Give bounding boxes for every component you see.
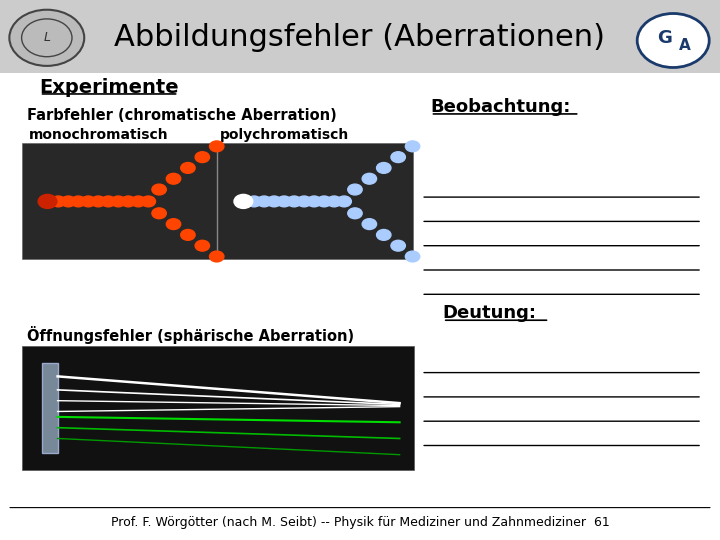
Text: polychromatisch: polychromatisch bbox=[220, 128, 349, 142]
Circle shape bbox=[121, 196, 135, 207]
Circle shape bbox=[234, 194, 253, 208]
Circle shape bbox=[181, 163, 195, 173]
Text: Öffnungsfehler (sphärische Aberration): Öffnungsfehler (sphärische Aberration) bbox=[27, 326, 354, 344]
Circle shape bbox=[297, 196, 311, 207]
Text: monochromatisch: monochromatisch bbox=[29, 128, 168, 142]
Circle shape bbox=[210, 141, 224, 152]
Circle shape bbox=[257, 196, 271, 207]
Text: A: A bbox=[679, 38, 690, 53]
Circle shape bbox=[152, 184, 166, 195]
Circle shape bbox=[247, 196, 261, 207]
Text: Farbfehler (chromatische Aberration): Farbfehler (chromatische Aberration) bbox=[27, 107, 337, 123]
Circle shape bbox=[348, 184, 362, 195]
Circle shape bbox=[61, 196, 76, 207]
Text: G: G bbox=[657, 29, 672, 48]
Circle shape bbox=[166, 219, 181, 230]
FancyBboxPatch shape bbox=[0, 0, 720, 73]
Circle shape bbox=[195, 152, 210, 163]
Circle shape bbox=[210, 251, 224, 262]
Circle shape bbox=[307, 196, 321, 207]
Circle shape bbox=[348, 208, 362, 219]
Circle shape bbox=[141, 196, 156, 207]
Circle shape bbox=[71, 196, 86, 207]
Circle shape bbox=[38, 194, 57, 208]
Text: Prof. F. Wörgötter (nach M. Seibt) -- Physik für Mediziner und Zahnmediziner  61: Prof. F. Wörgötter (nach M. Seibt) -- Ph… bbox=[111, 516, 609, 529]
Circle shape bbox=[377, 230, 391, 240]
FancyBboxPatch shape bbox=[22, 143, 217, 259]
Circle shape bbox=[195, 240, 210, 251]
Text: Abbildungsfehler (Aberrationen): Abbildungsfehler (Aberrationen) bbox=[114, 23, 606, 52]
Text: Beobachtung:: Beobachtung: bbox=[431, 98, 571, 116]
Circle shape bbox=[391, 152, 405, 163]
Circle shape bbox=[377, 163, 391, 173]
Circle shape bbox=[362, 219, 377, 230]
Circle shape bbox=[317, 196, 331, 207]
Circle shape bbox=[405, 141, 420, 152]
Circle shape bbox=[166, 173, 181, 184]
Circle shape bbox=[111, 196, 125, 207]
Circle shape bbox=[101, 196, 115, 207]
Circle shape bbox=[637, 14, 709, 68]
Circle shape bbox=[287, 196, 302, 207]
FancyBboxPatch shape bbox=[217, 143, 413, 259]
Circle shape bbox=[51, 196, 66, 207]
Circle shape bbox=[9, 10, 84, 66]
Circle shape bbox=[152, 208, 166, 219]
Circle shape bbox=[405, 251, 420, 262]
Circle shape bbox=[267, 196, 282, 207]
Circle shape bbox=[91, 196, 106, 207]
Circle shape bbox=[327, 196, 341, 207]
Circle shape bbox=[391, 240, 405, 251]
Circle shape bbox=[131, 196, 145, 207]
FancyBboxPatch shape bbox=[42, 363, 58, 453]
Circle shape bbox=[181, 230, 195, 240]
Text: L: L bbox=[43, 31, 50, 44]
Circle shape bbox=[337, 196, 351, 207]
Text: Experimente: Experimente bbox=[40, 78, 179, 97]
Circle shape bbox=[81, 196, 96, 207]
Circle shape bbox=[277, 196, 292, 207]
FancyBboxPatch shape bbox=[22, 346, 414, 470]
Text: Deutung:: Deutung: bbox=[443, 304, 537, 322]
Circle shape bbox=[362, 173, 377, 184]
